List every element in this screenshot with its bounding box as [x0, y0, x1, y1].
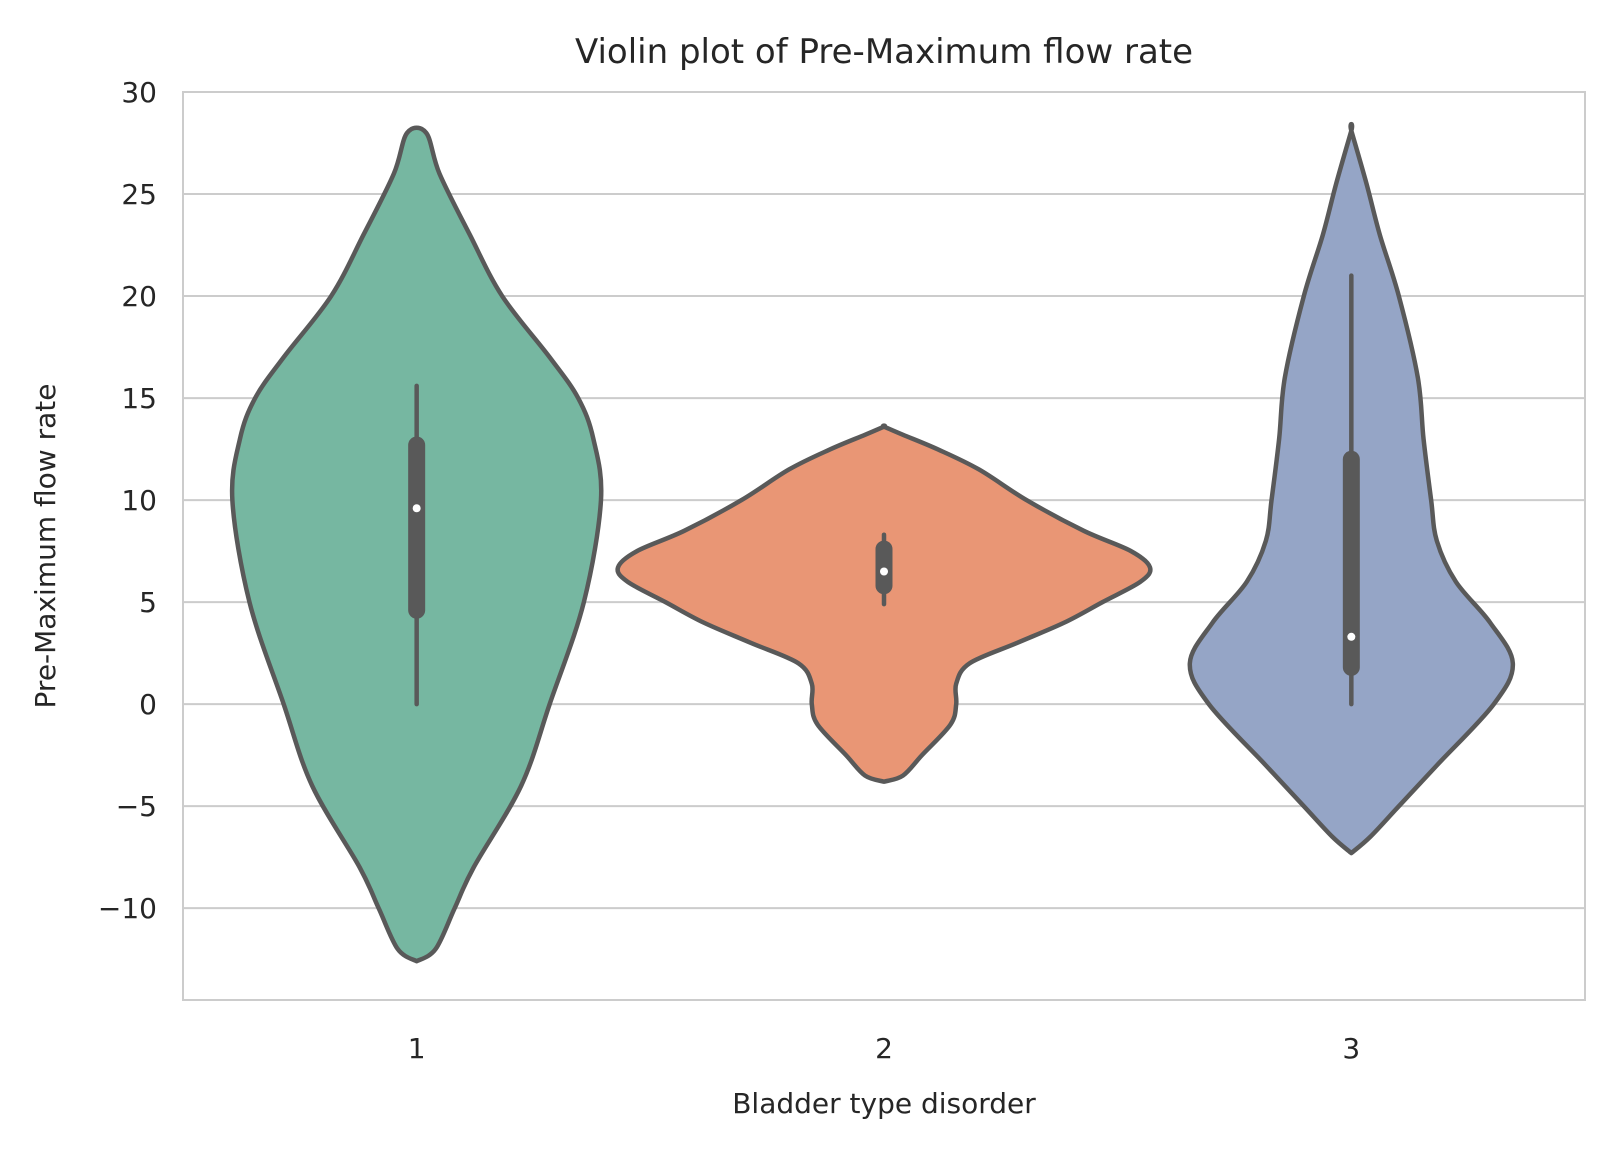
x-tick-label: 2	[875, 1032, 893, 1065]
median-point-1	[412, 504, 421, 513]
y-axis-label: Pre-Maximum flow rate	[29, 384, 62, 709]
x-axis-label: Bladder type disorder	[732, 1087, 1036, 1120]
x-tick-label: 1	[408, 1032, 426, 1065]
y-tick-labels: −10 −5 0 5 10 15 20 25 30	[98, 76, 157, 925]
x-tick-labels: 1 2 3	[408, 1032, 1360, 1065]
x-tick-label: 3	[1342, 1032, 1360, 1065]
median-point-3	[1347, 632, 1356, 641]
y-tick-label: 15	[121, 382, 157, 415]
chart-title: Violin plot of Pre-Maximum flow rate	[575, 32, 1193, 72]
y-tick-label: 25	[121, 178, 157, 211]
y-tick-label: 20	[121, 280, 157, 313]
plot-frame	[182, 91, 1586, 1001]
y-tick-label: 30	[121, 76, 157, 109]
y-tick-label: 0	[139, 688, 157, 721]
y-tick-label: −5	[116, 790, 157, 823]
y-tick-label: 10	[121, 484, 157, 517]
y-tick-label: −10	[98, 892, 157, 925]
violins	[229, 121, 1516, 964]
y-tick-label: 5	[139, 586, 157, 619]
median-point-2	[880, 567, 888, 576]
